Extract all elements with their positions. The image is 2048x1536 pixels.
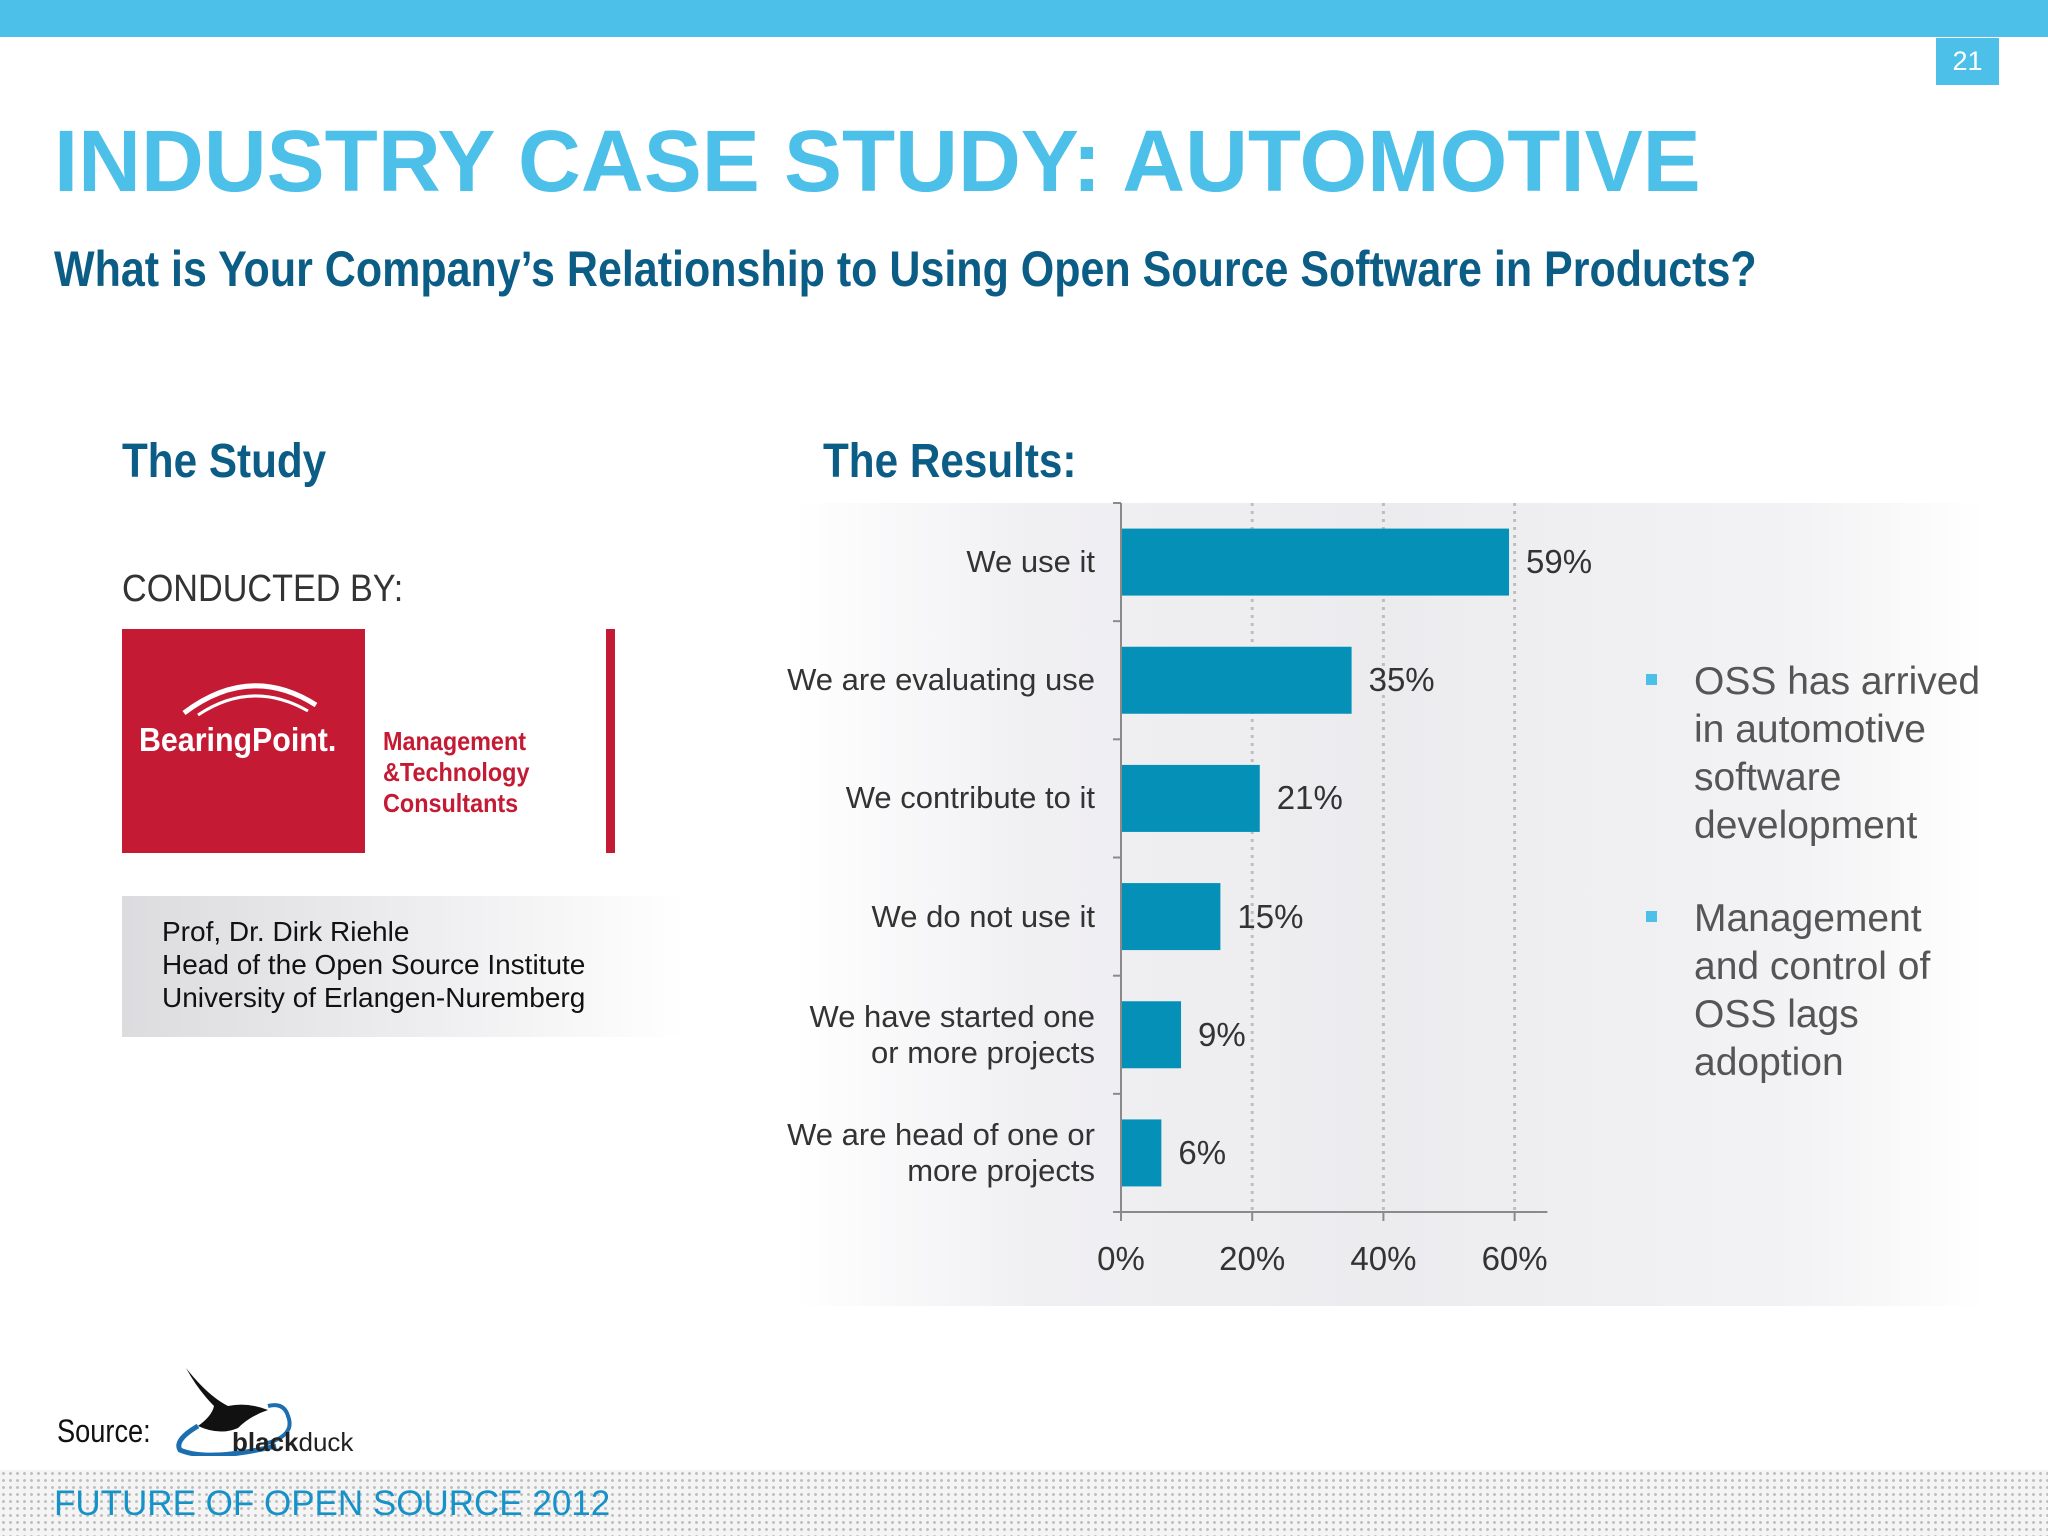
category-label: We do not use it: [735, 899, 1095, 935]
category-label-line: We do not use it: [871, 898, 1095, 934]
conducted-by-label: CONDUCTED BY:: [122, 568, 404, 610]
category-label-line: We are evaluating use: [787, 662, 1095, 698]
bearingpoint-tagline: Management &Technology Consultants: [383, 726, 529, 819]
source-label: Source:: [57, 1413, 151, 1449]
bar-value-label: 21%: [1276, 779, 1343, 817]
slide-subtitle: What is Your Company’s Relationship to U…: [54, 241, 1757, 297]
category-label-line: We have started one: [809, 998, 1096, 1034]
bar: [1122, 1001, 1182, 1069]
blackduck-duck-icon: [176, 1368, 292, 1456]
chart-background: [795, 503, 1985, 1306]
researcher-role: Head of the Open Source Institute: [162, 949, 586, 980]
bullet-line: development: [1694, 804, 1918, 847]
category-label: We use it: [735, 544, 1095, 580]
bullet-line: Management: [1694, 897, 1922, 940]
page-number: 21: [1936, 38, 1999, 85]
bullet-line: in automotive: [1694, 708, 1926, 751]
category-label: We are evaluating use: [735, 662, 1095, 698]
category-label-line: We are head of one or: [787, 1116, 1095, 1152]
category-label-line: We contribute to it: [845, 780, 1095, 816]
category-label-line: We use it: [966, 544, 1095, 580]
bullet-line: and control of: [1694, 945, 1931, 988]
x-tick-label: 0%: [1097, 1240, 1145, 1277]
footer-title: FUTURE OF OPEN SOURCE 2012: [54, 1484, 611, 1523]
category-label: We have started one or more projects: [735, 998, 1096, 1071]
x-tick-label: 60%: [1481, 1240, 1548, 1277]
category-label: We contribute to it: [735, 780, 1095, 816]
bearingpoint-logo-name: BearingPoint.: [139, 721, 337, 758]
bar-value-label: 15%: [1237, 897, 1304, 935]
top-accent-bar: [0, 0, 2048, 37]
bearingpoint-divider: [606, 629, 615, 853]
blackduck-text-bold: black: [232, 1427, 299, 1457]
category-label: We are head of one or more projects: [735, 1117, 1095, 1189]
researcher-name: Prof, Dr. Dirk Riehle: [162, 916, 410, 947]
bar: [1122, 1119, 1162, 1187]
bar-value-label: 6%: [1178, 1133, 1227, 1171]
bar-value-label: 9%: [1198, 1015, 1246, 1053]
bullet-oss-arrived: OSS has arrived in automotive software d…: [1694, 658, 2014, 850]
bar: [1122, 646, 1352, 714]
bullet-line: OSS has arrived: [1694, 660, 1981, 703]
results-heading: The Results:: [823, 435, 1077, 488]
bullet-line: OSS lags: [1694, 993, 1859, 1036]
footer-band: [0, 1470, 2048, 1536]
results-bar-chart: [1113, 502, 1548, 1221]
bullet-line: software: [1694, 756, 1842, 799]
category-label-line: more projects: [907, 1152, 1095, 1188]
bar-value-label: 59%: [1526, 543, 1593, 581]
bar-value-label: 35%: [1368, 661, 1435, 699]
bullet-management-control: Management and control of OSS lags adopt…: [1694, 895, 2014, 1087]
bearingpoint-logo: BearingPoint.: [122, 629, 365, 853]
blackduck-text-light: duck: [298, 1427, 354, 1457]
x-tick-label: 20%: [1219, 1240, 1286, 1277]
tagline-line: &Technology: [383, 757, 530, 787]
blackduck-logo-text: blackduck: [232, 1427, 353, 1458]
study-heading: The Study: [122, 435, 327, 488]
slide-title: INDUSTRY CASE STUDY: AUTOMOTIVE: [54, 113, 1701, 210]
bar: [1122, 883, 1221, 951]
bar: [1122, 764, 1260, 832]
bar: [1122, 528, 1510, 596]
tagline-line: Consultants: [383, 788, 519, 818]
tagline-line: Management: [383, 726, 527, 756]
x-tick-label: 40%: [1350, 1240, 1417, 1277]
category-label-line: or more projects: [871, 1034, 1095, 1070]
bullet-line: adoption: [1694, 1041, 1844, 1084]
bullet-marker: [1646, 911, 1657, 922]
researcher-affiliation: University of Erlangen-Nuremberg: [162, 982, 586, 1013]
bearingpoint-arc-icon: [182, 683, 318, 717]
bullet-marker: [1646, 674, 1657, 685]
researcher-box: Prof, Dr. Dirk Riehle Head of the Open S…: [122, 896, 687, 1037]
